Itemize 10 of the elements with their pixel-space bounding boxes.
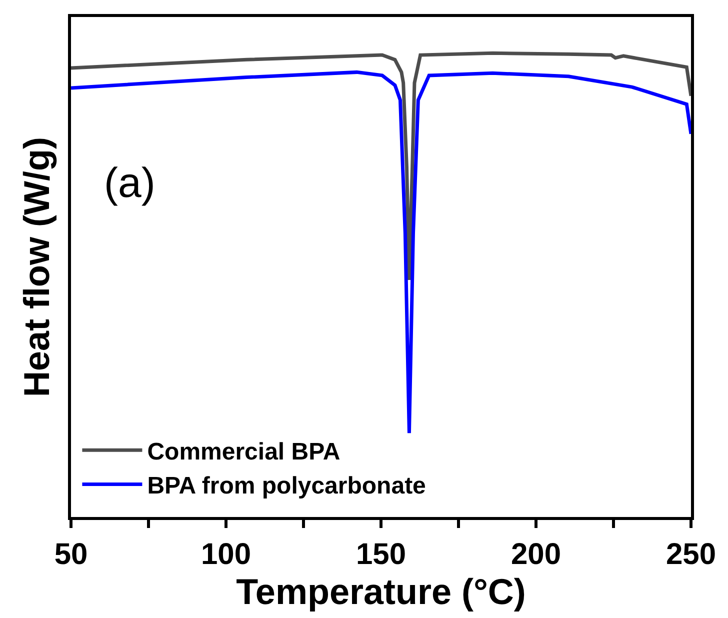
legend-label: Commercial BPA	[147, 438, 340, 466]
annotation: (a)	[104, 159, 156, 206]
x-tick-label: 100	[200, 538, 252, 571]
x-axis-title: Temperature (°C)	[236, 571, 526, 612]
legend-label: BPA from polycarbonate	[147, 472, 426, 500]
x-tick-label: 200	[510, 538, 562, 571]
x-tick-label: 150	[356, 538, 406, 571]
x-tick-label: 250	[666, 538, 716, 571]
y-axis-title: Heat flow (W/g)	[16, 137, 57, 397]
x-tick-label: 50	[54, 538, 88, 571]
